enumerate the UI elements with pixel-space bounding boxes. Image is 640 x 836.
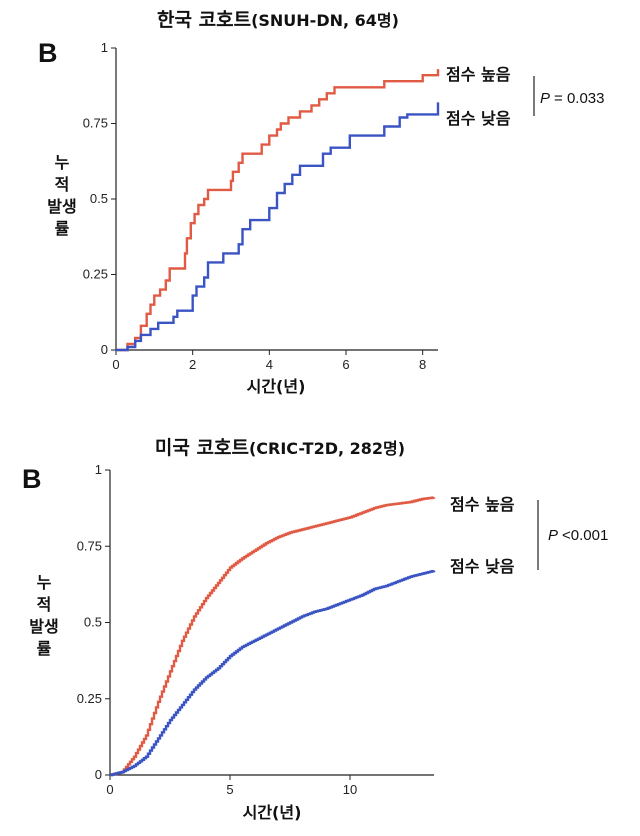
panel-korea: 한국 코호트(SNUH-DN, 64명) B 0 0.25 0.5 0.75 1 0 2 4… — [38, 9, 604, 396]
ylabel-part-2: 적 — [55, 175, 70, 194]
y-tick-label: 0.25 — [83, 267, 108, 282]
chart-title-sub: (CRIC-T2D, 282명) — [249, 439, 405, 458]
p-symbol: P — [548, 527, 558, 544]
p-value-label: P <0.001 — [548, 527, 608, 544]
y-axis-label-line4: 률 — [37, 639, 52, 658]
y-ticks: 0 0.25 0.5 0.75 1 — [83, 40, 116, 357]
y-tick-label: 0.75 — [77, 538, 102, 553]
y-ticks: 0 0.25 0.5 0.75 1 — [77, 462, 110, 782]
ylabel-part-2: 적 — [37, 595, 52, 614]
y-tick-label: 0 — [95, 767, 102, 782]
y-axis-label-line1: 누 — [37, 573, 52, 592]
x-tick-label: 6 — [342, 357, 349, 372]
ylabel-part-3: 발생 — [29, 617, 58, 636]
x-ticks: 0 2 4 6 8 — [112, 350, 426, 372]
x-tick-label: 2 — [189, 357, 196, 372]
x-tick-label: 0 — [106, 782, 113, 797]
y-axis-label-line3: 발생 — [47, 197, 76, 216]
series-line-low — [110, 570, 436, 777]
x-tick-label: 10 — [343, 782, 357, 797]
y-tick-label: 0.5 — [90, 191, 108, 206]
ylabel-part-1: 누 — [55, 153, 70, 172]
legend-high: 점수 높음 — [450, 495, 515, 514]
ylabel-part-3: 발생 — [47, 197, 76, 216]
series-line-low — [116, 102, 440, 352]
chart-title-main: 미국 코호트 — [155, 437, 249, 459]
x-ticks: 0 5 10 — [106, 775, 357, 797]
y-tick-label: 1 — [95, 462, 102, 477]
chart-title-main: 한국 코호트 — [157, 9, 251, 31]
series-group — [116, 69, 440, 352]
p-symbol: P — [540, 90, 550, 107]
y-tick-label: 1 — [101, 40, 108, 55]
x-tick-label: 5 — [226, 782, 233, 797]
panel-us: 미국 코호트(CRIC-T2D, 282명) B 0 0.25 0.5 0.75 1 0… — [22, 437, 608, 822]
ylabel-part-1: 누 — [37, 573, 52, 592]
panel-label: B — [38, 38, 58, 68]
x-axis-label: 시간(년) — [243, 803, 302, 822]
y-axis-label-line2: 적 — [55, 175, 70, 194]
legend-high: 점수 높음 — [446, 65, 511, 84]
y-tick-label: 0.75 — [83, 116, 108, 131]
y-axis-label-line4: 률 — [55, 219, 70, 238]
x-tick-label: 4 — [266, 357, 273, 372]
y-tick-label: 0 — [101, 342, 108, 357]
series-line-high — [116, 69, 440, 352]
y-tick-label: 0.25 — [77, 691, 102, 706]
p-value: = 0.033 — [554, 90, 604, 107]
x-axis-label: 시간(년) — [247, 377, 306, 396]
legend-low: 점수 낮음 — [446, 109, 511, 128]
ylabel-part-4: 률 — [37, 639, 52, 658]
legend-low: 점수 낮음 — [450, 557, 515, 576]
y-tick-label: 0.5 — [84, 615, 102, 630]
p-value-label: P = 0.033 — [540, 90, 604, 107]
x-tick-label: 0 — [112, 357, 119, 372]
chart-title-sub: (SNUH-DN, 64명) — [251, 11, 399, 30]
y-axis-label-line2: 적 — [37, 595, 52, 614]
p-value: <0.001 — [562, 527, 608, 544]
series-group — [110, 496, 436, 777]
chart-title: 미국 코호트(CRIC-T2D, 282명) — [155, 437, 405, 459]
chart-title: 한국 코호트(SNUH-DN, 64명) — [157, 9, 399, 31]
y-axis-label-line1: 누 — [55, 153, 70, 172]
y-axis-label-line3: 발생 — [29, 617, 58, 636]
series-line-high — [110, 496, 436, 777]
panel-label: B — [22, 464, 42, 494]
x-tick-label: 8 — [419, 357, 426, 372]
ylabel-part-4: 률 — [55, 219, 70, 238]
